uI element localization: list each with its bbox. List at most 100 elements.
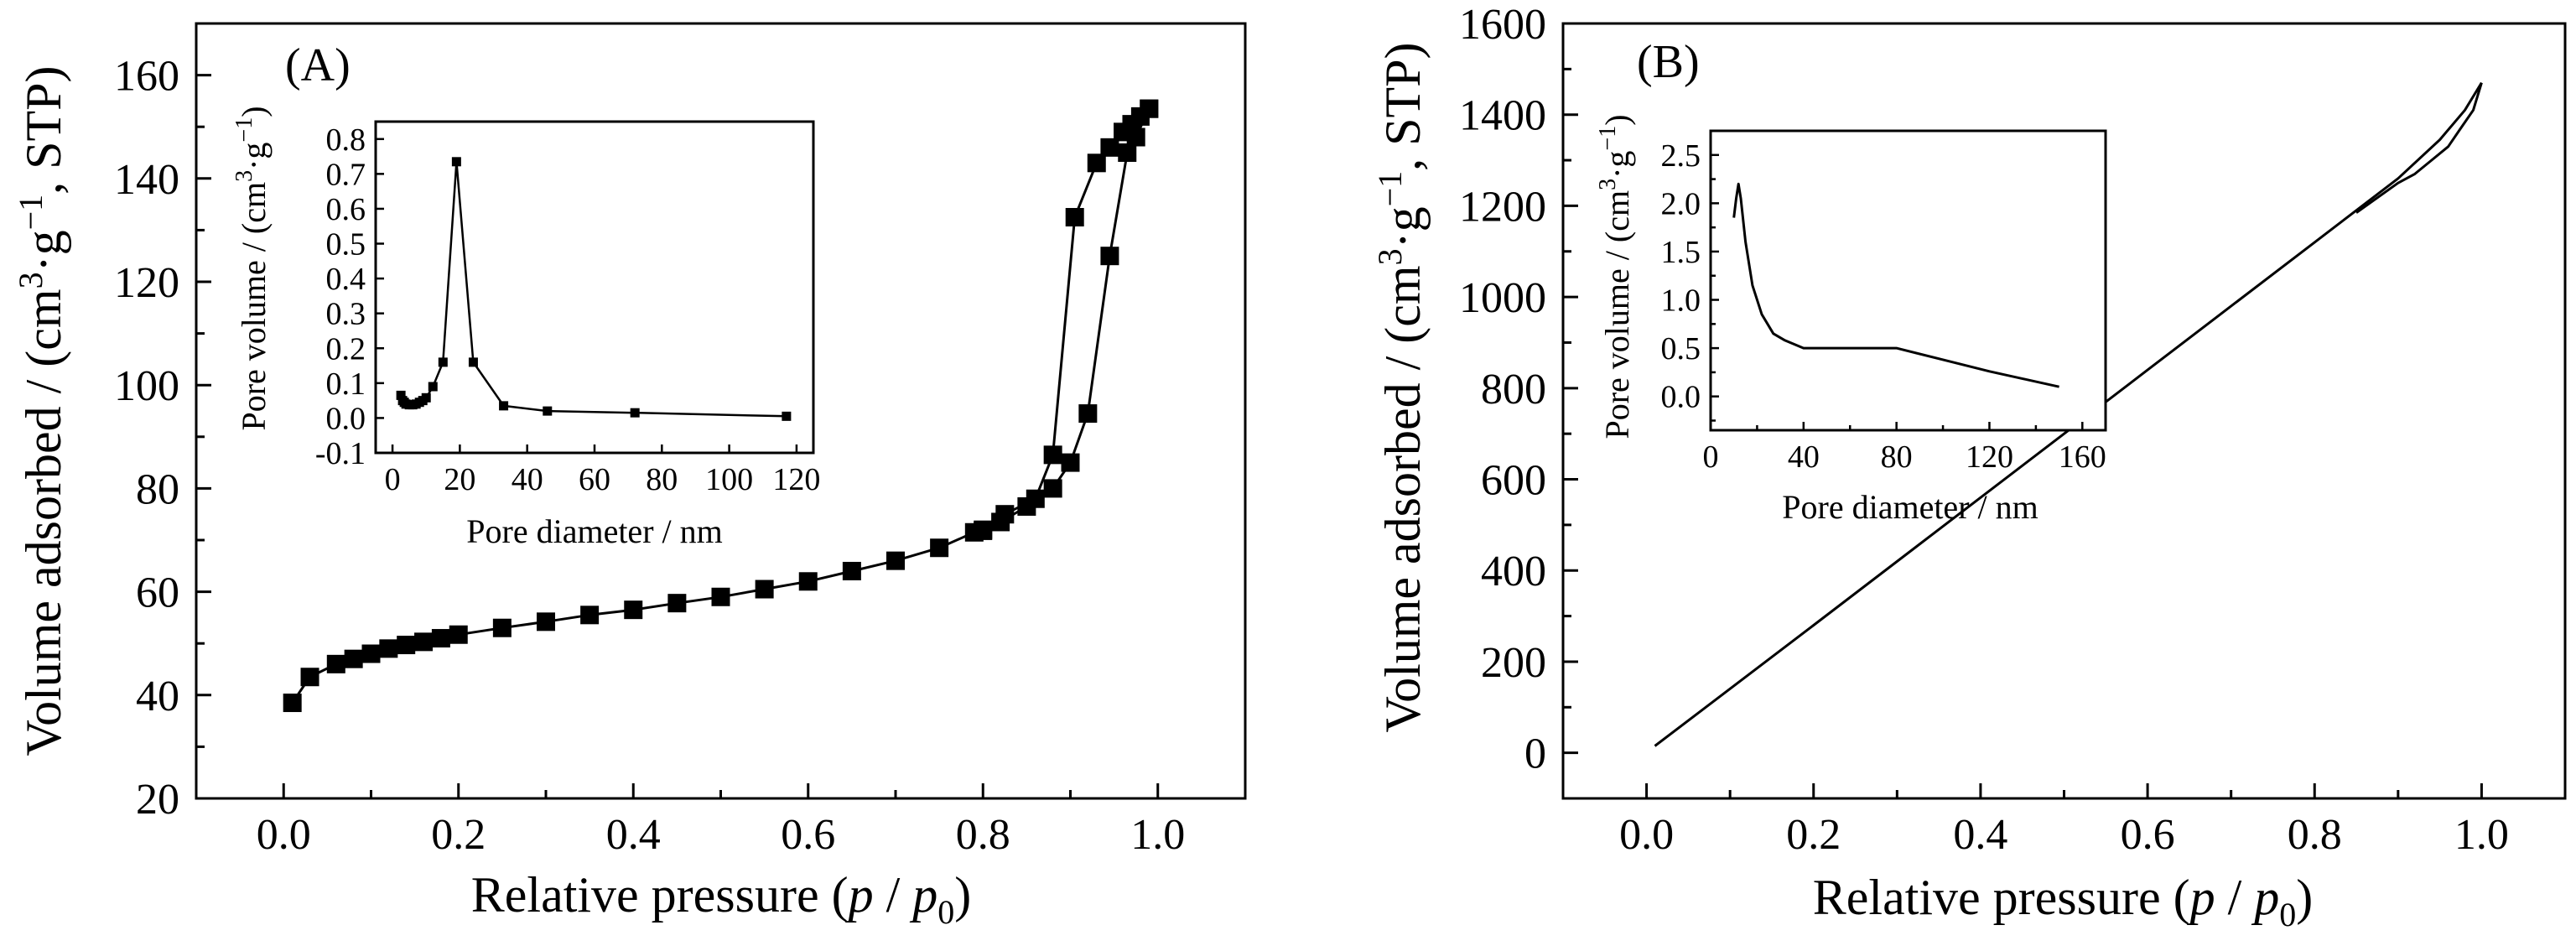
panel-a-inset-data-point [438,357,448,367]
panel-a-data-point [397,636,416,655]
panel-b-inset-x-tick-label: 0 [1703,439,1719,475]
panel-a-inset-x-tick-label: 60 [579,462,610,497]
panel-a-y-tick-label: 100 [114,362,179,410]
panel-a-inset-data-point [421,392,431,403]
panel-a-x-tick-label: 1.0 [1130,811,1185,859]
panel-a-inset-x-axis-label: Pore diameter / nm [466,512,722,550]
panel-a-x-tick-label: 0.0 [257,811,311,859]
panel-a-data-point [1100,247,1119,266]
panel-a-x-tick-label: 0.2 [431,811,486,859]
panel-b-inset-frame [1709,129,2107,432]
panel-a-inset-data-point [468,357,478,367]
panel-a-data-point [711,587,730,606]
panel-a-inset-y-tick-label: 0.3 [326,297,366,332]
panel-b-series [1654,81,2483,747]
panel-a-data-point [1100,138,1119,157]
panel-a-inset-x-tick-label: 120 [772,462,820,497]
panel-a-data-point [1065,208,1084,226]
panel-a-x-axis-label: Relative pressure (p / p0) [471,867,971,931]
panel-a-data-point [1061,453,1080,472]
panel-a-inset-data-point [499,401,509,411]
panel-a-x-tick-label: 0.6 [781,811,835,859]
panel-a-data-point [431,629,450,648]
panel-a-inset-data-point [543,406,553,416]
panel-b-x-tick-label: 0.0 [1619,811,1674,859]
panel-b-x-tick-label: 1.0 [2454,811,2509,859]
panel-b-y-tick-label: 1000 [1459,274,1546,322]
panel-a-inset-y-tick-label: 0.6 [326,192,366,227]
panel-b-x-tick-label: 0.4 [1953,811,2007,859]
panel-a-inset-data-point [782,411,792,421]
panel-a-y-tick-label: 20 [136,776,179,824]
panel-b-inset-series [1732,182,2059,388]
panel-a-inset-y-tick-label: -0.1 [315,436,366,471]
panel-b-x-tick-label: 0.6 [2121,811,2175,859]
panel-a-x-tick-label: 0.4 [606,811,661,859]
panel-a-inset-y-tick-label: 0.2 [326,331,366,366]
panel-a-data-point [624,600,643,620]
panel-a-inset-y-tick-label: 0.0 [326,401,366,436]
panel-a-data-point [1114,122,1133,142]
panel-a-inset-series [396,157,792,421]
panel-a-ticks: 0.0 0.2 0.4 0.6 0.8 1.0 20 40 60 80 100 120 140 160 [114,53,1185,859]
panel-b-inset-y-tick-label: 0.5 [1661,331,1701,366]
panel-a: 0.0 0.2 0.4 0.6 0.8 1.0 20 40 60 80 100 120 140 160 (… [12,22,1247,931]
panel-b-inset-y-tick-label: 0.0 [1661,380,1701,415]
panel-a-y-tick-label: 160 [114,53,179,101]
panel-a-inset-data-point [451,157,461,167]
panel-a-inset-frame [374,120,815,455]
panel-a-inset: 0 20 40 60 80 100 120 -0.10.00.10.20.30.40.50.6… [231,106,820,550]
panel-a-inset-x-tick-label: 20 [444,462,475,497]
panel-b-y-tick-label: 0 [1524,730,1546,778]
panel-a-y-tick-label: 40 [136,673,179,720]
panel-a-data-point [930,538,949,558]
panel-b-x-tick-label: 0.8 [2288,811,2342,859]
panel-a-data-point [842,561,861,580]
panel-a-inset-data-point [428,382,438,392]
panel-b-inset-ticks: 0 40 80 120 160 0.0 0.5 1.0 1.5 2.0 2.5 [1661,138,2106,475]
panel-a-inset-y-tick-label: 0.8 [326,122,366,158]
panel-a-data-point [361,644,381,663]
panel-a-data-point [1078,404,1098,424]
panel-b-y-axis-label: Volume adsorbed / (cm3·g−1, STP) [1371,42,1431,732]
panel-a-inset-x-tick-label: 40 [512,462,543,497]
panel-a-tag: (A) [285,39,351,91]
panel-b-inset-y-tick-label: 1.0 [1661,283,1701,319]
panel-a-data-point [1043,445,1062,465]
panel-a-data-point [449,625,468,644]
panel-a-inset-x-tick-label: 80 [646,462,678,497]
panel-a-data-point [755,580,774,599]
panel-b-series-line [2355,82,2483,214]
panel-a-inset-x-tick-label: 100 [705,462,753,497]
panel-a-inset-data-point [396,390,406,400]
panel-b-inset-y-tick-label: 2.0 [1661,186,1701,221]
panel-a-y-tick-label: 80 [136,465,179,513]
panel-b-series-line [1654,81,2483,747]
panel-a-y-tick-label: 120 [114,259,179,307]
panel-a-data-point [995,505,1015,524]
panel-b-y-tick-label: 200 [1481,639,1546,687]
panel-b-y-tick-label: 1400 [1459,92,1546,140]
panel-b-inset-x-tick-label: 40 [1788,439,1820,475]
panel-b-x-axis-label: Relative pressure (p / p0) [1813,870,2313,933]
panel-b-inset-y-tick-label: 1.5 [1661,235,1701,270]
panel-b-tag: (B) [1637,36,1700,88]
panel-a-data-point [326,654,345,673]
panel-a-data-point [379,639,398,658]
panel-a-y-tick-label: 60 [136,569,179,617]
panel-b-x-tick-label: 0.2 [1786,811,1841,859]
panel-b-inset: 0 40 80 120 160 0.0 0.5 1.0 1.5 2.0 2.5 Pore diame… [1595,114,2107,526]
panel-b-inset-x-tick-label: 80 [1881,439,1913,475]
panel-b: 0.0 0.2 0.4 0.6 0.8 1.00200400600800100012001… [1371,1,2567,933]
panel-b-y-tick-label: 400 [1481,548,1546,595]
panel-a-data-point [537,612,555,632]
panel-a-inset-y-tick-label: 0.5 [326,227,366,262]
panel-a-data-point [798,572,818,591]
panel-b-y-tick-label: 600 [1481,457,1546,505]
panel-b-inset-x-tick-label: 120 [1966,439,2013,475]
panel-a-inset-y-tick-label: 0.7 [326,157,366,192]
panel-b-inset-y-axis-label: Pore volume / (cm3·g−1) [1595,114,1636,439]
panel-a-data-point [1026,489,1045,508]
panel-b-y-tick-label: 1200 [1459,183,1546,231]
